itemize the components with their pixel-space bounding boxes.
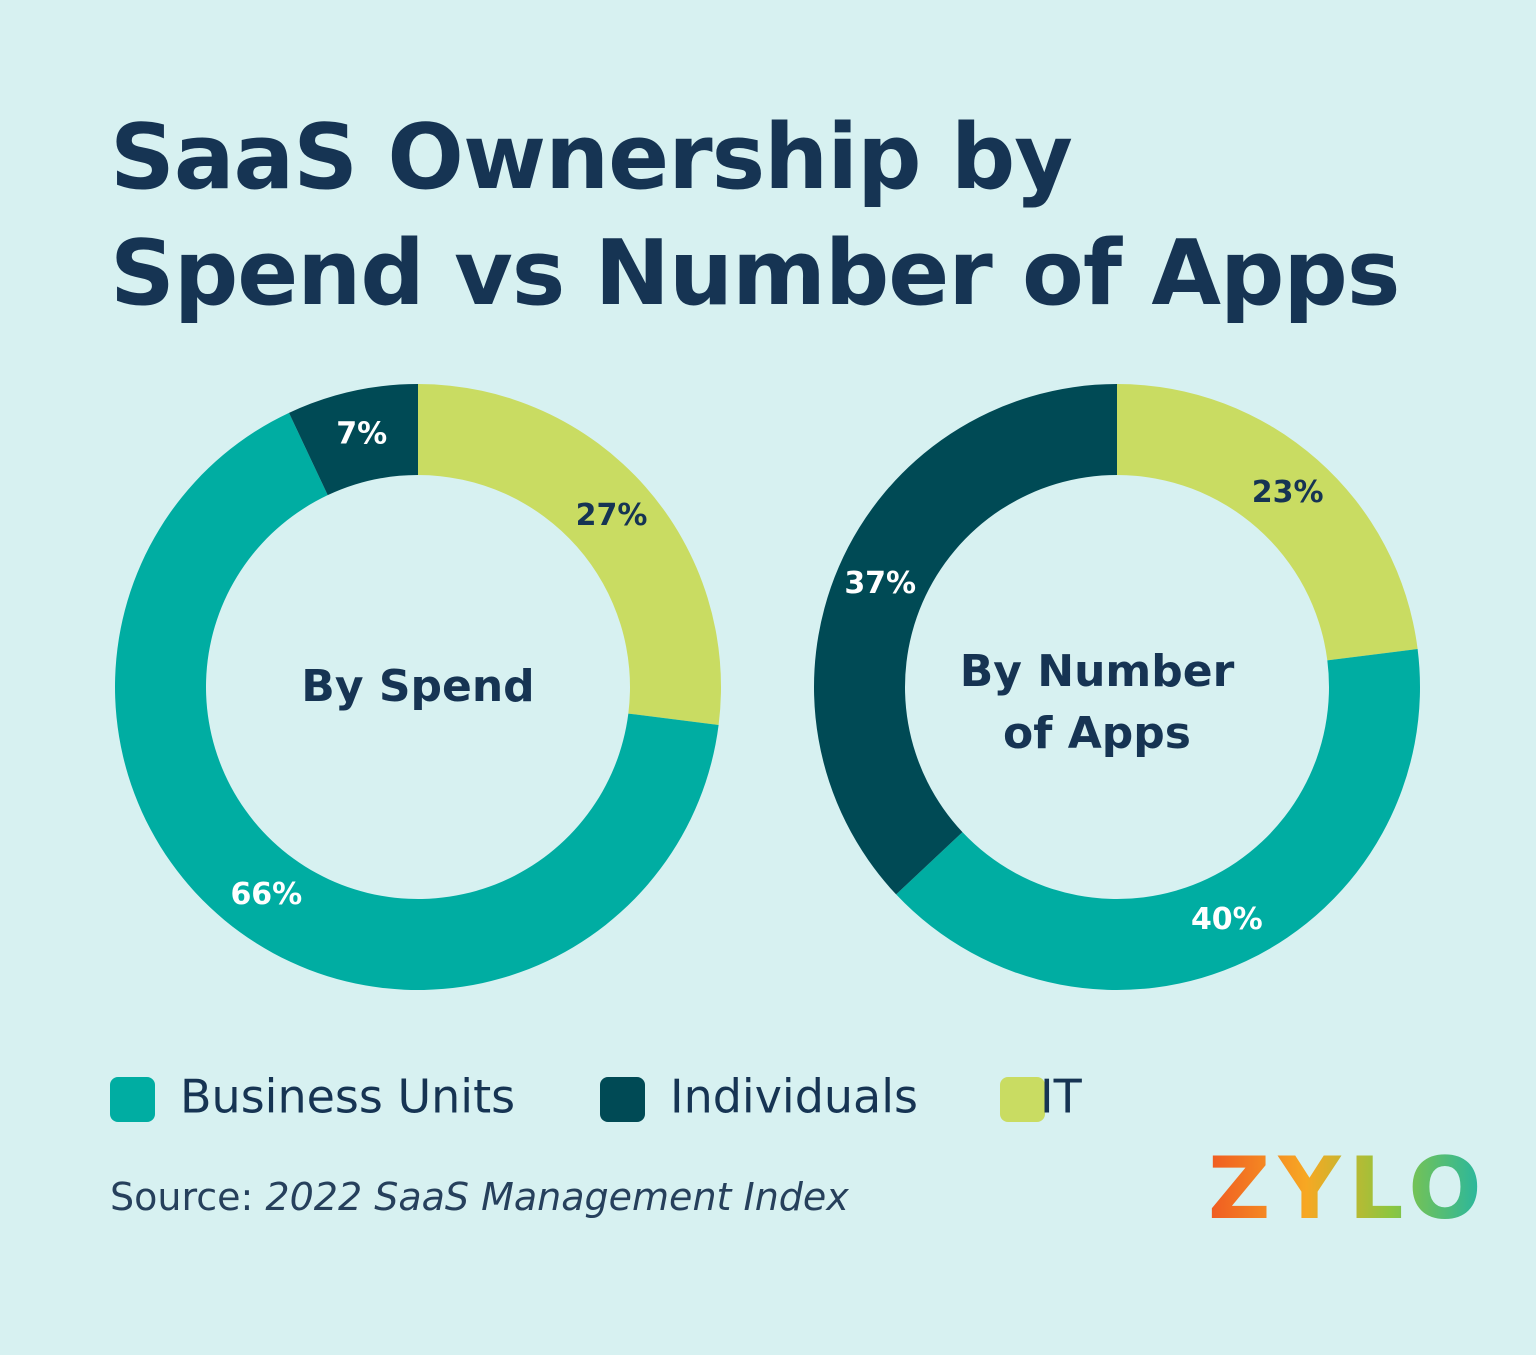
title: SaaS Ownership by Spend vs Number of App… xyxy=(110,105,1400,326)
legend-swatch xyxy=(600,1077,645,1122)
value-label: 37% xyxy=(844,566,916,601)
donut-center-label: By Number of Apps xyxy=(959,646,1235,759)
legend-label: Business Units xyxy=(180,1070,515,1124)
donut-segment xyxy=(114,412,719,991)
donut-center-label: By Spend xyxy=(301,661,535,712)
legend-swatch xyxy=(1000,1077,1045,1122)
logo: ZYLO xyxy=(1208,1139,1489,1239)
value-label: 40% xyxy=(1191,902,1263,937)
donut-segment xyxy=(813,384,1117,895)
donut-segment xyxy=(418,384,721,725)
legend-label: IT xyxy=(1040,1070,1083,1124)
legend-label: Individuals xyxy=(670,1070,918,1124)
value-label: 23% xyxy=(1252,475,1324,510)
donut-segment xyxy=(288,384,418,496)
source-label: Source: xyxy=(110,1175,254,1219)
value-label: 7% xyxy=(336,417,387,452)
donut-segment xyxy=(896,649,1420,990)
source-title: 2022 SaaS Management Index xyxy=(265,1175,849,1219)
donut-segment xyxy=(1117,384,1418,661)
value-label: 66% xyxy=(230,877,302,912)
source: Source: 2022 SaaS Management Index xyxy=(110,1175,849,1219)
legend-swatch xyxy=(110,1077,155,1122)
value-label: 27% xyxy=(576,498,648,533)
